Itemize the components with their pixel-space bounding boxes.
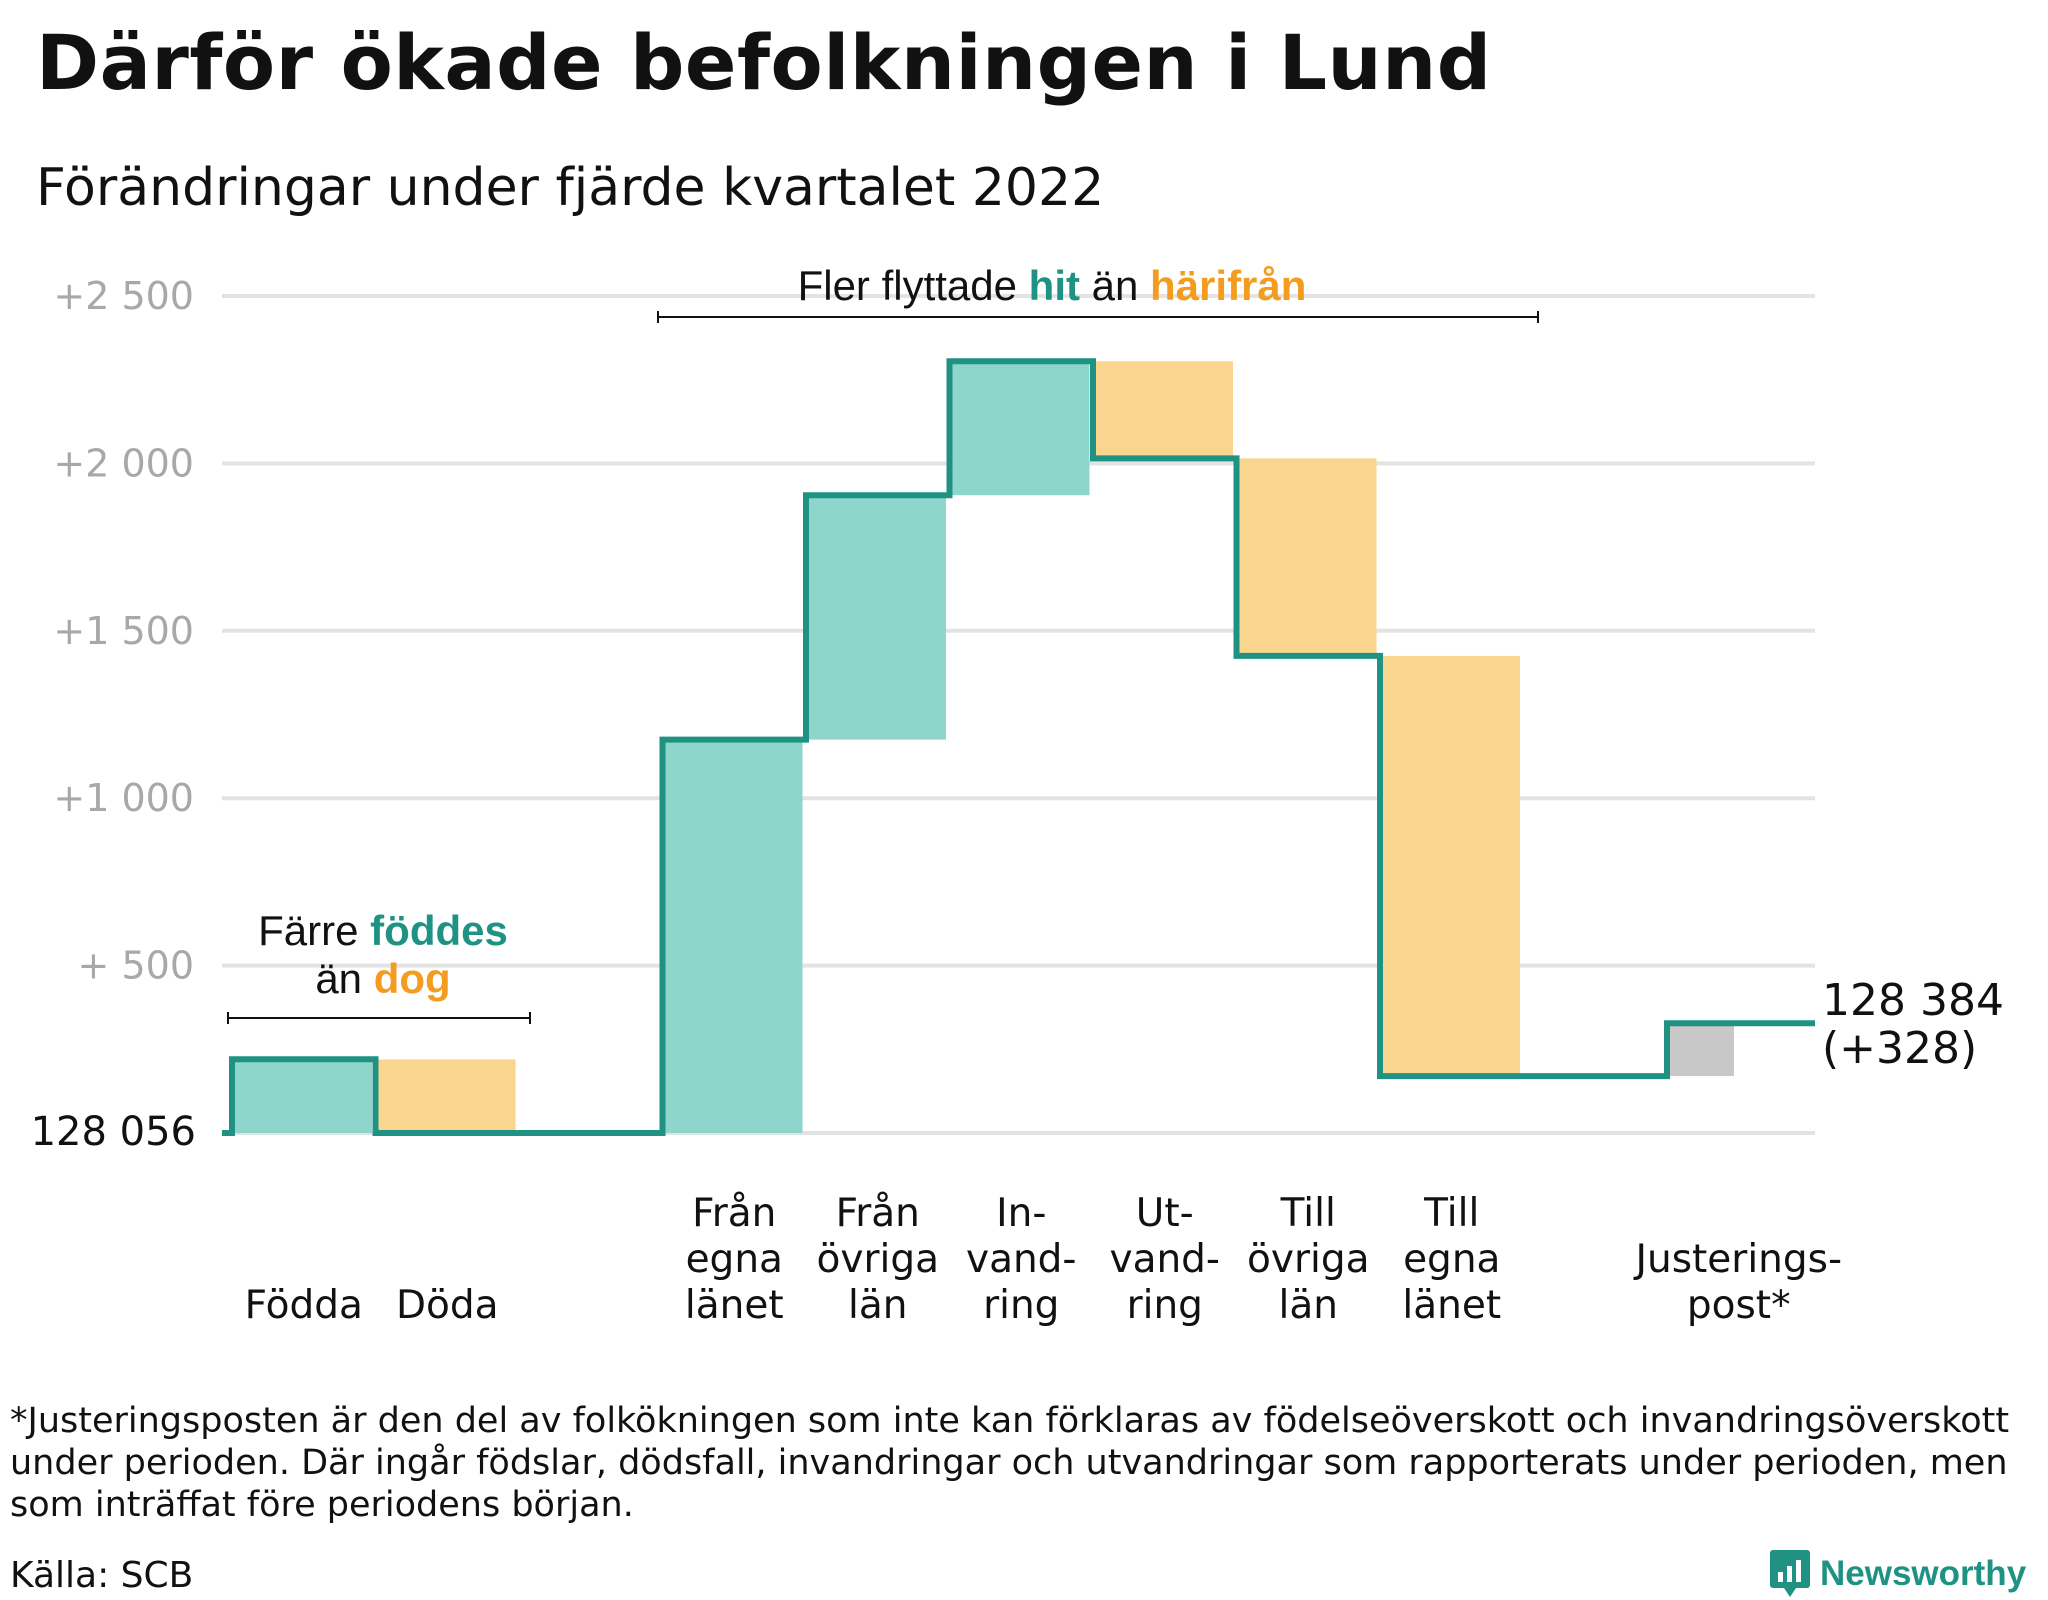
annotation-part-plain: Fler flyttade xyxy=(798,262,1029,309)
bars xyxy=(232,361,1734,1133)
annotation-births: Färre föddes xyxy=(258,907,508,954)
category-label: Ut- xyxy=(1136,1191,1194,1236)
category-label: övriga xyxy=(1247,1237,1369,1282)
annotation-part-in: föddes xyxy=(370,907,508,954)
category-label: län xyxy=(848,1283,907,1328)
start-value-label: 128 056 xyxy=(31,1109,196,1155)
running-total-line xyxy=(222,358,1815,1136)
y-tick-label: + 500 xyxy=(78,944,194,988)
bar-adjust xyxy=(1669,1023,1734,1077)
chart-subtitle: Förändringar under fjärde kvartalet 2022 xyxy=(36,158,1105,218)
annotation-births-line2: än dog xyxy=(315,955,450,1002)
bar-out xyxy=(1236,458,1377,656)
annotation-part-plain: än xyxy=(315,955,373,1002)
annotation-moves: Fler flyttade hit än härifrån xyxy=(798,262,1307,309)
y-tick-label: +1 000 xyxy=(53,776,194,820)
y-tick-label: +1 500 xyxy=(53,609,194,653)
end-change-label: (+328) xyxy=(1822,1023,1977,1074)
category-label: Till xyxy=(1280,1191,1336,1236)
category-label: länet xyxy=(685,1283,784,1328)
bar-out xyxy=(1093,361,1233,459)
bar-in xyxy=(806,495,946,740)
brand-name: Newsworthy xyxy=(1820,1554,2027,1593)
bar-out xyxy=(375,1059,516,1133)
annotation-part-in: hit xyxy=(1029,262,1080,309)
category-label: In- xyxy=(996,1191,1046,1236)
annotation-part-out: dog xyxy=(374,955,451,1002)
labels: + 500 +1 000 +1 500 +2 000 +2 500 128 056 Född… xyxy=(31,262,2004,1328)
running-total-path xyxy=(222,358,1815,1136)
category-label: Från xyxy=(836,1191,920,1236)
category-label: post* xyxy=(1687,1283,1791,1328)
category-label: vand- xyxy=(1109,1237,1220,1282)
newsworthy-logo: Newsworthy xyxy=(1770,1550,2026,1598)
category-label: ring xyxy=(983,1283,1059,1328)
annotation-part-plain: än xyxy=(1080,262,1150,309)
footnote: *Justeringsposten är den del av folkökni… xyxy=(10,1401,2010,1525)
end-value-label: 128 384 xyxy=(1822,975,2004,1026)
y-tick-label: +2 500 xyxy=(53,274,194,318)
category-label: egna xyxy=(686,1237,783,1282)
annotation-part-out: härifrån xyxy=(1150,262,1306,309)
bar-in xyxy=(949,361,1090,496)
bar-in xyxy=(662,739,803,1133)
category-label: Döda xyxy=(396,1283,499,1328)
waterfall-chart: + 500 +1 000 +1 500 +2 000 +2 500 128 056 Född… xyxy=(31,262,2004,1328)
category-label: länet xyxy=(1402,1283,1501,1328)
chart-title: Därför ökade befolkningen i Lund xyxy=(36,18,1492,107)
y-tick-label: +2 000 xyxy=(53,441,194,485)
category-label: län xyxy=(1279,1283,1338,1328)
newsworthy-logo-icon xyxy=(1770,1550,1810,1597)
annotation-part-plain: Färre xyxy=(258,907,370,954)
category-label: Från xyxy=(692,1191,776,1236)
category-label: ring xyxy=(1127,1283,1203,1328)
bar-out xyxy=(1380,655,1520,1077)
category-label: övriga xyxy=(817,1237,939,1282)
category-label: egna xyxy=(1403,1237,1500,1282)
category-label: Till xyxy=(1423,1191,1479,1236)
category-label: Födda xyxy=(245,1283,363,1328)
category-label: Justerings- xyxy=(1632,1237,1842,1282)
category-label: vand- xyxy=(966,1237,1077,1282)
bar-in xyxy=(232,1059,372,1133)
source-note: Källa: SCB xyxy=(10,1555,194,1596)
